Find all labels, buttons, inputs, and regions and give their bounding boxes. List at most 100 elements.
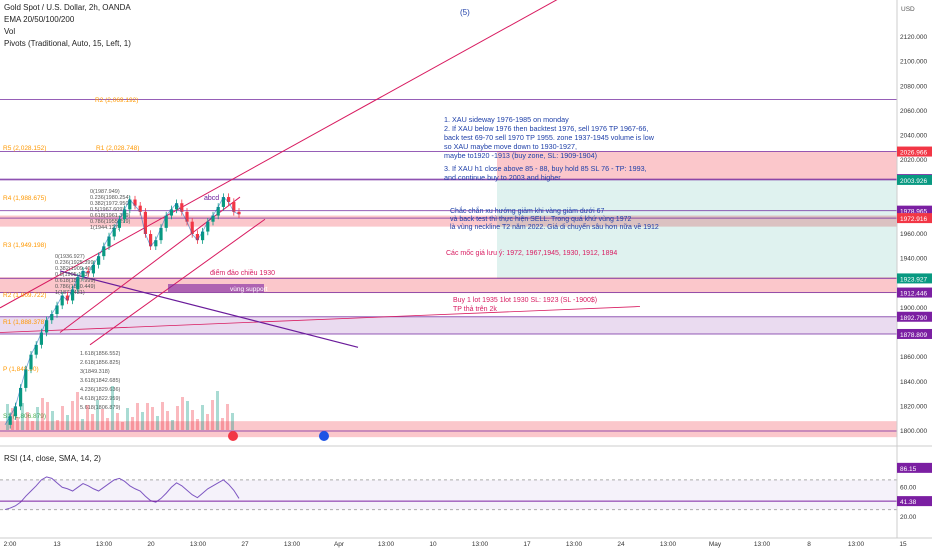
rsi-badge-0 <box>897 462 932 473</box>
volume-bar-0 <box>6 404 9 430</box>
time-tick-10: 13:00 <box>472 541 489 548</box>
volume-bar-43 <box>221 418 224 430</box>
fib-label-16: 3(1849.318) <box>80 369 110 375</box>
volume-bar-11 <box>61 406 64 430</box>
pivot-label-1: R5 (2,028.152) <box>3 145 46 152</box>
price-tick-4: 2040.000 <box>900 133 927 140</box>
price-zone-0 <box>0 215 897 227</box>
volume-bar-7 <box>41 398 44 430</box>
rsi-badge-text-0: 86.15 <box>900 466 917 473</box>
price-axis-unit: USD <box>901 6 915 13</box>
price-badge-text-3: 1978.965 <box>900 209 927 216</box>
price-badge-text-6: 1912.446 <box>900 291 927 298</box>
rsi-indicator-label[interactable]: RSI (14, close, SMA, 14, 2) <box>4 454 101 463</box>
time-tick-2: 13:00 <box>96 541 113 548</box>
candle-body-1 <box>8 416 12 425</box>
price-zone-1 <box>0 277 897 294</box>
candle-body-22 <box>117 219 121 228</box>
time-tick-5: 27 <box>241 541 249 548</box>
pivots-indicator-label[interactable]: Pivots (Traditional, Auto, 15, Left, 1) <box>4 39 131 48</box>
candle-body-9 <box>50 314 54 321</box>
candle-body-39 <box>206 221 210 232</box>
time-tick-8: 13:00 <box>378 541 395 548</box>
rsi-tick-1: 20.00 <box>900 514 917 521</box>
trend-line-down <box>59 270 359 348</box>
candle-body-32 <box>169 209 173 216</box>
volume-bar-28 <box>146 403 149 430</box>
candle-body-3 <box>19 387 23 407</box>
volume-bar-17 <box>91 414 94 430</box>
candle-body-37 <box>195 234 199 241</box>
time-tick-11: 17 <box>523 541 531 548</box>
vn-note-line-2: là vùng neckline T2 năm 2022. Giá di chu… <box>450 222 659 231</box>
candle-body-31 <box>164 215 168 228</box>
volume-bar-20 <box>106 418 109 430</box>
volume-bar-27 <box>141 412 144 430</box>
levels-note: Các mốc giá lưu ý: 1972, 1967,1945, 1930… <box>446 248 617 257</box>
buy-note-line-1: TP thả trên 2k <box>453 306 497 313</box>
volume-bar-16 <box>86 405 89 430</box>
volume-bar-19 <box>101 409 104 430</box>
volume-bar-34 <box>176 406 179 430</box>
time-tick-9: 10 <box>429 541 437 548</box>
candle-body-28 <box>149 234 153 247</box>
volume-bar-15 <box>81 419 84 430</box>
support-zone-box <box>168 284 264 292</box>
volume-indicator-label[interactable]: Vol <box>4 27 16 36</box>
volume-bar-44 <box>226 404 229 430</box>
candle-body-4 <box>24 369 28 388</box>
pattern-label-abcd: abcd <box>204 195 219 202</box>
volume-bar-45 <box>231 413 234 430</box>
price-tick-5: 2020.000 <box>900 157 927 164</box>
time-tick-18: 13:00 <box>848 541 865 548</box>
price-badge-8 <box>897 328 932 339</box>
candle-body-11 <box>60 295 64 306</box>
price-tick-9: 1860.000 <box>900 354 927 361</box>
rsi-badge-1 <box>897 496 932 507</box>
price-badge-6 <box>897 287 932 298</box>
candle-body-24 <box>128 199 132 210</box>
price-tick-2: 2080.000 <box>900 83 927 90</box>
fib-label-2: 0.382(1972.950) <box>90 201 131 207</box>
volume-bar-13 <box>71 401 74 430</box>
time-tick-14: 13:00 <box>660 541 677 548</box>
channel-line-b <box>89 218 266 346</box>
ema-indicator-label[interactable]: EMA 20/50/100/200 <box>4 15 75 24</box>
fib-label-7: 0(1936.927) <box>55 254 85 260</box>
price-badge-text-8: 1878.809 <box>900 332 927 339</box>
volume-bar-23 <box>121 422 124 430</box>
time-tick-7: Apr <box>334 541 345 548</box>
price-tick-12: 1800.000 <box>900 428 927 435</box>
price-badge-text-0: 2026.966 <box>900 150 927 157</box>
volume-bar-38 <box>196 419 199 430</box>
price-tick-0: 2120.000 <box>900 34 927 41</box>
price-badge-5 <box>897 273 932 284</box>
volume-bar-35 <box>181 397 184 430</box>
fib-label-15: 2.618(1856.825) <box>80 360 121 366</box>
pivot-label-6: R1 (1,888.378) <box>3 319 46 326</box>
time-tick-1: 13 <box>53 541 61 548</box>
fib-label-12: 0.786(1880.449) <box>55 284 96 290</box>
price-badge-2 <box>897 174 932 185</box>
volume-bar-6 <box>36 407 39 430</box>
rsi-badge-text-1: 41.38 <box>900 499 917 506</box>
reversal-point-label: điểm đảo chiều 1930 <box>210 268 275 277</box>
time-tick-19: 15 <box>899 541 907 548</box>
pivot-label-7: P (1,848.90) <box>3 366 39 373</box>
candle-body-10 <box>55 305 59 315</box>
candle-body-2 <box>13 406 17 417</box>
price-zone-2 <box>0 316 897 334</box>
candle-body-13 <box>71 289 75 301</box>
candle-body-15 <box>81 270 85 278</box>
fib-label-10: 0.5(1905.123) <box>55 272 89 278</box>
time-tick-13: 24 <box>617 541 625 548</box>
volume-bar-42 <box>216 391 219 430</box>
volume-bar-39 <box>201 405 204 430</box>
price-tick-3: 2060.000 <box>900 108 927 115</box>
candle-body-8 <box>45 320 49 333</box>
price-badge-text-7: 1892.790 <box>900 315 927 322</box>
plan-note-line-0: 1. XAU sideway 1976-1985 on monday <box>444 115 569 124</box>
rsi-tick-0: 60.00 <box>900 484 917 491</box>
vn-note-line-1: và back test thì thực hiện SELL. Trong q… <box>450 216 631 223</box>
